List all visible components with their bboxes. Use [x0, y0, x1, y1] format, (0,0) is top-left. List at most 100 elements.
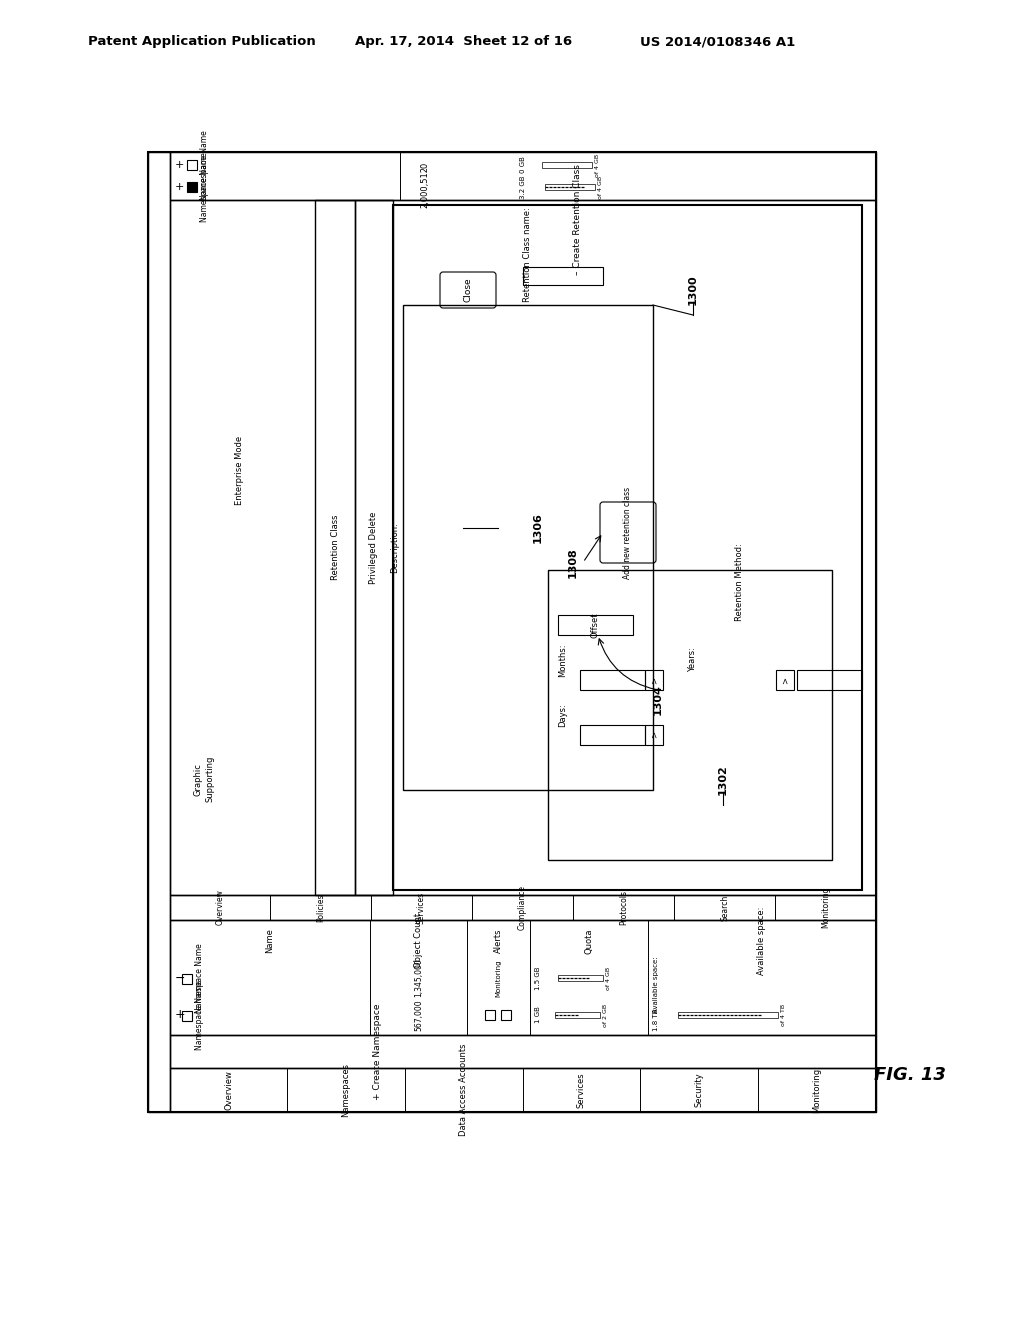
Text: Quota: Quota [585, 928, 594, 953]
Text: 1.8 TB: 1.8 TB [653, 1008, 659, 1031]
Text: >: > [649, 676, 658, 684]
Bar [542, 162, 592, 168]
Text: >: > [780, 676, 790, 684]
Bar [484, 1010, 495, 1020]
Bar [645, 725, 663, 744]
Text: Overview: Overview [215, 890, 224, 925]
Text: Available space:: Available space: [758, 907, 767, 975]
Text: of 4 GB: of 4 GB [595, 153, 600, 177]
Text: 1302: 1302 [718, 764, 728, 796]
Text: Privileged Delete: Privileged Delete [370, 511, 379, 583]
Text: Services: Services [577, 1072, 586, 1107]
Text: + Create Namespace: + Create Namespace [373, 1003, 382, 1100]
Text: +: + [175, 160, 184, 170]
Text: Monitoring: Monitoring [496, 960, 502, 997]
Text: 1304: 1304 [653, 685, 663, 715]
Text: of 4 TB: of 4 TB [781, 1005, 786, 1026]
Text: Namespace Name: Namespace Name [195, 981, 204, 1049]
Text: 1306: 1306 [534, 512, 543, 543]
Text: 2,000,512: 2,000,512 [420, 166, 429, 209]
Bar [501, 1010, 511, 1020]
Text: Days:: Days: [558, 704, 567, 727]
Text: Namespace Name: Namespace Name [200, 131, 209, 199]
Text: Monitoring: Monitoring [812, 1068, 821, 1113]
Text: Security: Security [694, 1073, 703, 1107]
Text: 0 GB: 0 GB [520, 157, 526, 173]
Text: Search: Search [720, 895, 729, 920]
Text: Monitoring: Monitoring [821, 887, 830, 928]
Text: Alerts: Alerts [494, 928, 503, 953]
Text: of 4 GB: of 4 GB [598, 176, 603, 198]
Text: 0: 0 [420, 162, 429, 168]
Text: Overview: Overview [224, 1071, 233, 1110]
Text: Namespaces: Namespaces [341, 1063, 350, 1117]
Text: Namespace Name: Namespace Name [195, 942, 204, 1012]
Text: US 2014/0108346 A1: US 2014/0108346 A1 [640, 36, 796, 49]
Text: of 4 GB: of 4 GB [606, 966, 611, 990]
Bar [545, 183, 595, 190]
Text: Description:: Description: [390, 523, 399, 573]
Bar [170, 920, 876, 1035]
Text: Retention Class: Retention Class [331, 515, 340, 581]
Text: Services: Services [417, 891, 426, 924]
Text: Supporting: Supporting [206, 756, 214, 803]
Text: Object Count: Object Count [414, 913, 423, 969]
Text: Apr. 17, 2014  Sheet 12 of 16: Apr. 17, 2014 Sheet 12 of 16 [355, 36, 572, 49]
Text: Months:: Months: [558, 643, 567, 677]
Text: 3.2 GB: 3.2 GB [520, 176, 526, 199]
Text: 1,345,000: 1,345,000 [414, 958, 423, 998]
Bar [555, 1012, 600, 1018]
Text: 1308: 1308 [568, 546, 578, 578]
Text: 1.5 GB: 1.5 GB [535, 966, 541, 990]
Bar [187, 160, 197, 170]
Text: Offset: Offset [591, 612, 599, 638]
Bar [148, 152, 170, 1111]
Bar [170, 152, 876, 201]
Text: +: + [175, 1008, 185, 1022]
Bar [580, 671, 645, 690]
Text: – Create Retention Class: – Create Retention Class [573, 165, 582, 276]
Bar [558, 975, 603, 981]
Text: 567,000: 567,000 [414, 999, 423, 1031]
Text: Policies: Policies [316, 894, 325, 921]
Text: Name: Name [265, 928, 274, 953]
Bar [393, 205, 862, 890]
Bar [148, 152, 876, 1111]
Bar [580, 725, 645, 744]
Bar [182, 974, 193, 983]
Bar [170, 895, 876, 920]
Text: +: + [175, 182, 184, 191]
Bar [170, 1035, 876, 1068]
Text: Available space:: Available space: [653, 957, 659, 1014]
Text: Close: Close [464, 277, 472, 302]
Text: −: − [175, 972, 185, 985]
Text: Graphic: Graphic [194, 763, 203, 796]
Text: of 2 GB: of 2 GB [603, 1003, 608, 1027]
Bar [170, 201, 876, 895]
Text: 1300: 1300 [688, 275, 698, 305]
Text: 1 GB: 1 GB [535, 1007, 541, 1023]
Bar [315, 201, 355, 895]
Bar [523, 267, 603, 285]
Bar [678, 1012, 778, 1018]
Text: Namespace Name: Namespace Name [200, 152, 209, 222]
Text: Protocols: Protocols [618, 890, 628, 925]
Bar [355, 201, 393, 895]
Text: Enterprise Mode: Enterprise Mode [236, 436, 245, 504]
Bar [797, 671, 862, 690]
Bar [403, 305, 653, 789]
Bar [645, 671, 663, 690]
Text: Retention Method:: Retention Method: [735, 543, 744, 620]
Bar [558, 615, 633, 635]
Text: Retention Class name:: Retention Class name: [523, 207, 532, 302]
Text: Patent Application Publication: Patent Application Publication [88, 36, 315, 49]
Text: >: > [649, 731, 658, 738]
Bar [187, 182, 197, 191]
Bar [170, 1068, 876, 1111]
Bar [548, 570, 831, 861]
Text: Years:: Years: [688, 648, 697, 672]
Bar [182, 1011, 193, 1020]
Text: Add new retention class: Add new retention class [624, 487, 633, 578]
Text: FIG. 13: FIG. 13 [874, 1067, 946, 1084]
Text: Data Access Accounts: Data Access Accounts [460, 1044, 469, 1137]
